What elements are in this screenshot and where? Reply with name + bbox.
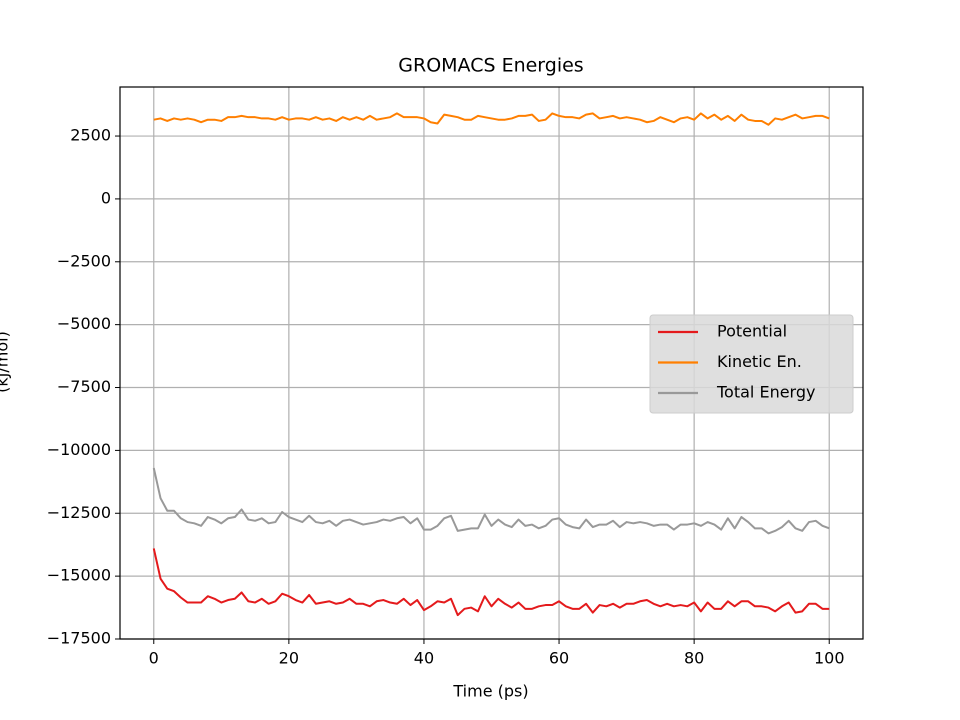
x-tick-label: 100 — [814, 649, 845, 668]
series-line — [152, 548, 830, 617]
y-tick-label: −10000 — [47, 440, 111, 459]
legend-label: Total Energy — [716, 383, 815, 402]
y-tick-label: −12500 — [47, 503, 111, 522]
legend-label: Potential — [717, 322, 787, 341]
legend-label: Kinetic En. — [717, 352, 802, 371]
x-tick-label: 0 — [149, 649, 159, 668]
plot-frame — [119, 86, 864, 640]
chart-title: GROMACS Energies — [398, 55, 583, 77]
y-tick-label: 0 — [101, 188, 111, 207]
x-tick-label: 40 — [414, 649, 434, 668]
series-line — [152, 467, 830, 535]
y-tick-label: −5000 — [57, 314, 111, 333]
series-line — [153, 112, 830, 126]
legend: Potential Kinetic En. Total Energy — [649, 314, 854, 414]
y-tick-label: −17500 — [47, 629, 111, 648]
y-tick-label: −7500 — [57, 377, 111, 396]
y-tick-label: 2500 — [70, 126, 111, 145]
legend-box — [649, 314, 854, 414]
x-tick-label: 80 — [684, 649, 704, 668]
x-tick-label: 20 — [279, 649, 299, 668]
y-tick-label: −15000 — [47, 566, 111, 585]
y-axis-label: (kJ/mol) — [0, 331, 12, 393]
y-tick-label: −2500 — [57, 251, 111, 270]
x-tick-label: 60 — [549, 649, 569, 668]
x-axis-label: Time (ps) — [452, 682, 528, 701]
